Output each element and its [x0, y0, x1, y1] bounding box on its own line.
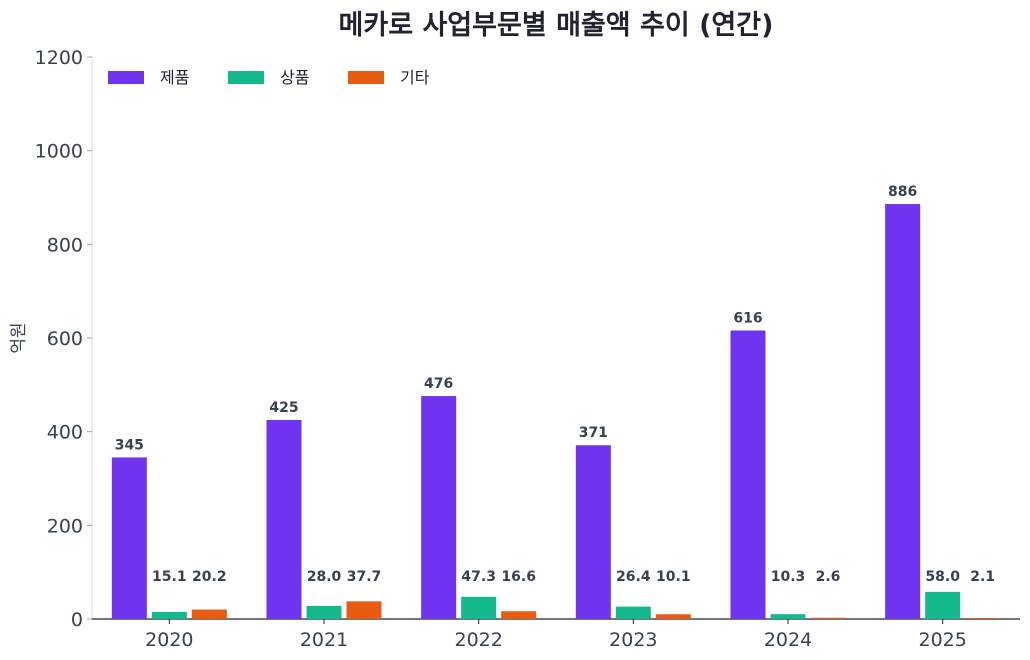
y-tick-label: 1000	[35, 141, 83, 163]
data-label: 10.1	[656, 569, 691, 585]
bars	[111, 204, 1001, 619]
data-label: 2.1	[970, 569, 995, 585]
data-labels: 345 15.1 20.2 425 28.0 37.7 476 47.3 16.6 371 26.4…	[115, 184, 995, 585]
data-label: 16.6	[501, 569, 536, 585]
y-axis: 0 200 400 600 800 1000 1200	[35, 47, 93, 631]
bar	[965, 618, 1001, 619]
x-tick-label: 2024	[764, 629, 812, 651]
data-label: 345	[115, 437, 144, 453]
bar	[501, 611, 537, 619]
data-label: 58.0	[925, 569, 960, 585]
bar	[461, 596, 497, 619]
bar	[615, 606, 651, 619]
bar	[885, 204, 921, 619]
x-axis: 2020 2021 2022 2023 2024 2025	[92, 618, 1020, 651]
bar	[151, 611, 187, 619]
data-label: 886	[888, 184, 917, 200]
y-axis-label: 억원	[9, 322, 29, 353]
y-tick-label: 200	[47, 515, 83, 537]
data-label: 15.1	[152, 569, 187, 585]
y-tick-label: 1200	[35, 47, 83, 69]
y-tick-label: 0	[71, 609, 83, 631]
x-tick-label: 2022	[454, 629, 502, 651]
data-label: 26.4	[616, 569, 651, 585]
bar	[421, 396, 457, 619]
chart-title: 메카로 사업부문별 매출액 추이 (연간)	[339, 10, 774, 41]
data-label: 371	[579, 425, 608, 441]
data-label: 476	[424, 376, 453, 392]
bar	[770, 614, 806, 619]
x-tick-label: 2025	[918, 629, 966, 651]
bar	[730, 330, 766, 619]
legend-swatch	[348, 71, 384, 84]
bar	[306, 605, 342, 619]
legend-label: 기타	[400, 68, 430, 87]
bar	[575, 445, 611, 619]
legend-swatch	[228, 71, 264, 84]
data-label: 47.3	[461, 569, 496, 585]
bar	[346, 601, 382, 619]
legend-swatch	[108, 71, 144, 84]
data-label: 20.2	[192, 569, 227, 585]
bar	[925, 591, 961, 619]
data-label: 616	[733, 311, 762, 327]
x-tick-label: 2021	[300, 629, 348, 651]
bar	[191, 609, 227, 619]
y-tick-label: 800	[47, 234, 83, 256]
legend-label: 제품	[160, 68, 189, 87]
data-label: 37.7	[347, 569, 382, 585]
bar	[111, 457, 147, 619]
legend-label: 상품	[280, 68, 309, 87]
x-tick-label: 2023	[609, 629, 657, 651]
data-label: 28.0	[307, 569, 342, 585]
x-tick-label: 2020	[145, 629, 193, 651]
data-label: 2.6	[816, 569, 841, 585]
legend: 제품 상품 기타	[108, 68, 430, 87]
y-tick-label: 400	[47, 422, 83, 444]
bar	[655, 614, 691, 619]
data-label: 425	[269, 400, 298, 416]
y-tick-label: 600	[47, 328, 83, 350]
bar	[810, 617, 846, 619]
bar	[266, 419, 302, 619]
data-label: 10.3	[771, 569, 806, 585]
